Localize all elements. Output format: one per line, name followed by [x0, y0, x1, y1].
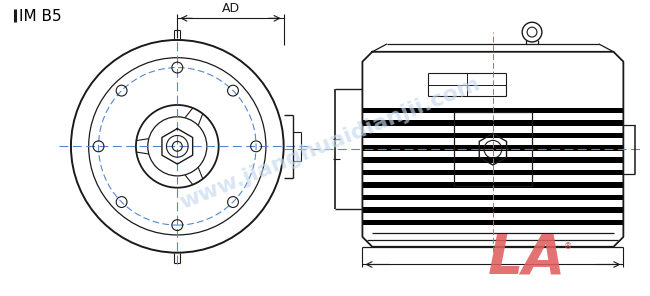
- Text: www.jianghuaidianjii.com: www.jianghuaidianjii.com: [177, 74, 483, 213]
- Text: LA: LA: [488, 231, 566, 286]
- Text: IM B5: IM B5: [19, 9, 61, 24]
- Text: AD: AD: [222, 2, 240, 15]
- Text: ®: ®: [564, 242, 573, 251]
